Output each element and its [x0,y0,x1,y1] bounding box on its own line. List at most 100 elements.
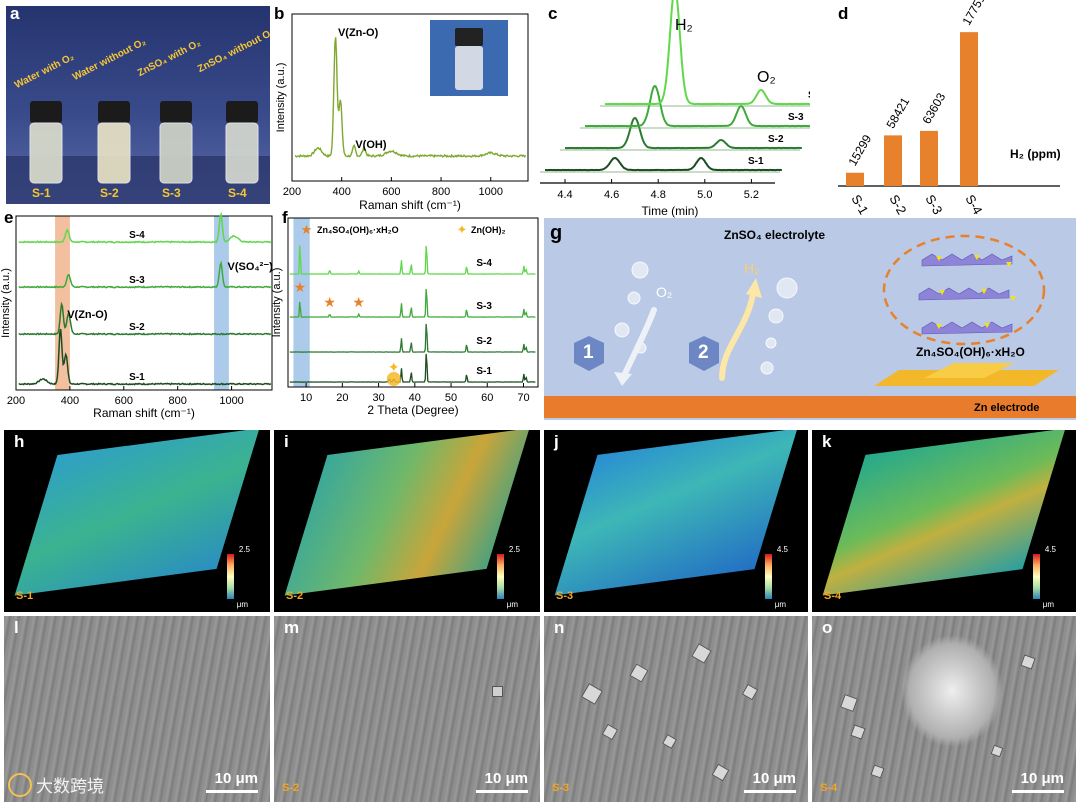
x-tick-label: 20 [336,392,348,404]
legend-label: Zn(OH)₂ [471,225,506,235]
y-axis-label: Intensity (a.u.) [275,63,287,133]
xrd-pattern-line [289,323,536,353]
annotation-oh: V(OH) [355,139,387,151]
series-label: S-1 [129,372,145,383]
crystal [661,733,678,750]
crystal [870,764,885,779]
vial-label: S-3 [162,186,181,200]
x-tick-label: 1000 [219,395,243,407]
x-tick-label: 200 [7,395,25,407]
panel-letter-g: g [550,222,563,244]
crystal [711,763,730,782]
y-axis-label: H₂ (ppm) [1010,147,1061,161]
scale-bar [206,790,258,793]
bar-value-label: 58421 [883,95,912,131]
sem-image: 10 μm S-3 [544,616,808,802]
sem-image: 10 μm S-2 [274,616,540,802]
crystal [581,683,603,705]
category-label: S-3 [922,192,945,215]
colorbar-unit-label: μm [774,600,786,609]
x-tick-label: 5.2 [744,189,759,201]
crystal [850,724,866,740]
vial-label: S-1 [32,186,51,200]
panel-letter: o [822,618,833,637]
x-tick-label: 4.8 [651,189,666,201]
colorbar-max-label: 2.5 [508,545,520,554]
series-label: S-1 [476,366,492,377]
x-tick-label: 800 [432,186,450,198]
chart-c: 4.4 4.6 4.8 5.0 5.2 Time (min) S-1 S-2 S-3 S-4 H₂ O… [540,0,810,218]
profilometry-image: 2.5 μm S-1 [4,430,270,612]
chromatogram-line [565,117,803,150]
crystal [741,683,759,701]
crystal [629,663,649,683]
annotation-h2: H₂ [675,17,693,34]
colorbar-max-label: 4.5 [1044,545,1056,554]
y-axis-label: Intensity (a.u.) [271,268,283,338]
colorbar-unit-label: μm [1042,600,1054,609]
category-label: S-4 [962,192,985,215]
raman-spectrum-line [18,301,272,336]
product-label: Zn₄SO₄(OH)₆·xH₂O [916,345,1025,359]
x-tick-label: 4.4 [557,189,572,201]
x-tick-label: 400 [333,186,351,198]
bar [846,172,864,186]
watermark-logo-icon [8,772,32,797]
panel-letter-b: b [274,4,285,23]
profilometry-image: 4.5 μm S-3 [544,430,808,612]
annotation-zn-o: V(Zn-O) [338,27,379,39]
chromatogram-line [585,85,810,128]
plot-frame [287,217,539,388]
series-label: S-2 [476,336,492,347]
x-axis-label: Time (min) [642,204,699,218]
scale-bar-label: 10 μm [1020,770,1064,787]
legend-sparkle-icon: ✦ [456,222,467,237]
xrd-pattern-line [289,245,536,275]
colorbar [765,554,772,599]
x-tick-label: 70 [517,392,529,404]
sample-label: S-4 [820,782,838,794]
profilometry-image: 4.5 μm S-4 [812,430,1076,612]
watermark-text: 大数跨境 [36,777,104,797]
series-label: S-3 [476,301,492,312]
panel-letter-c: c [548,4,558,23]
highlight-band-so4 [214,216,229,390]
panel-letter: j [554,432,559,451]
x-tick-label: 4.6 [604,189,619,201]
x-axis-label: Raman shift (cm⁻¹) [359,198,461,212]
series-label: S-4 [476,258,492,269]
colorbar [497,554,504,599]
crystal [492,686,503,697]
x-tick-label: 1000 [478,186,502,198]
electrolyte-title: ZnSO₄ electrolyte [724,228,826,242]
chart-f: S-4 S-3 S-2 S-1 ★ ★ ★ ✦ ★ Zn₄SO₄(OH)₆·xH₂O ✦ Zn(OH)… [271,217,539,417]
chromatogram-line [545,156,783,172]
panel-letter: h [14,432,25,451]
panel-letter-f: f [282,208,288,227]
crystal [1020,654,1036,670]
crystal [990,744,1004,758]
colorbar-max-label: 2.5 [238,545,250,554]
crystal-cluster [902,636,1002,746]
x-tick-label: 60 [481,392,493,404]
series-label: S-4 [129,230,145,241]
scale-bar [1012,790,1064,793]
vial-cap-icon [30,101,62,123]
vial-cap-icon [226,101,258,123]
chart-d: 15299 S-1 58421 S-2 63603 S-3 177513 S-4 H₂ (ppm… [838,0,1061,215]
plot-frame [15,215,273,391]
h2-label: H₂ [744,260,760,276]
annotation-zn-o: V(Zn-O) [67,309,108,321]
surface-3d [284,430,530,596]
sem-image: 10 μm [4,616,270,802]
xrd-pattern-line [289,288,536,318]
scale-bar-label: 10 μm [752,770,796,787]
chromatogram-line [605,0,810,106]
y-axis-label: Intensity (a.u.) [0,268,12,338]
vial-icon [29,122,63,184]
sample-label: S-3 [556,590,574,602]
raman-spectrum-line [18,260,272,289]
x-tick-label: 10 [300,392,312,404]
x-tick-label: 600 [115,395,133,407]
panel-letter-e: e [4,208,14,227]
